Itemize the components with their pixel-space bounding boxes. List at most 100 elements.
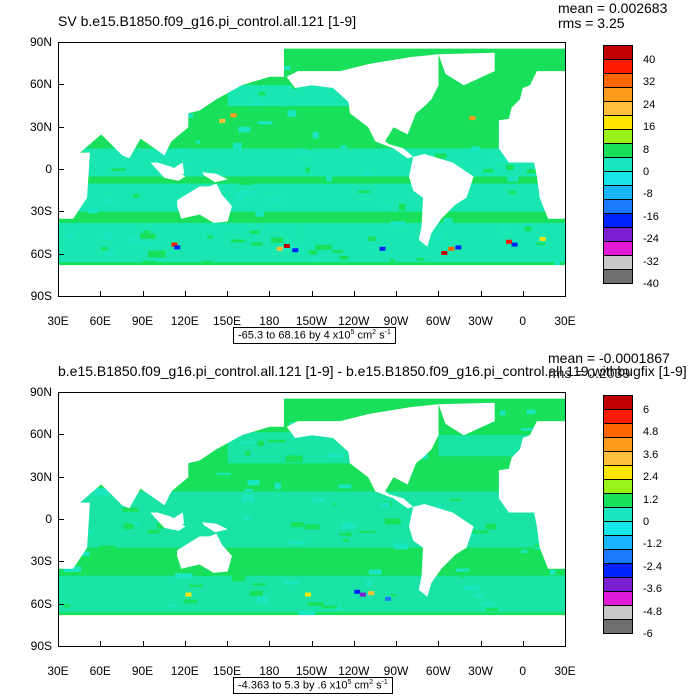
field-patch (142, 260, 156, 264)
field-patch (307, 601, 324, 606)
anomaly-spot (505, 239, 512, 244)
land-mask (286, 54, 439, 159)
field-patch (472, 530, 489, 534)
colorbar-swatch (603, 185, 633, 200)
field-patch (282, 581, 300, 585)
land-mask (59, 43, 565, 49)
field-patch (283, 66, 291, 71)
field-patch (100, 246, 108, 251)
field-patch (384, 518, 401, 525)
field-patch (285, 455, 303, 463)
field-patch (505, 113, 511, 118)
field-patch (435, 153, 447, 159)
colorbar-swatch (603, 521, 633, 536)
field-patch (249, 590, 263, 597)
x-tick-label: 30E (554, 314, 576, 328)
field-patch (130, 521, 140, 525)
x-tick (184, 641, 186, 647)
anomaly-spot (379, 246, 386, 251)
field-patch (368, 569, 382, 575)
land-mask (202, 172, 228, 183)
field-patch (338, 484, 352, 489)
field-patch (308, 250, 317, 255)
field-patch (185, 178, 197, 183)
x-tick-label: 90E (131, 664, 154, 678)
anomaly-spot (354, 589, 361, 594)
field-patch (94, 488, 109, 496)
land-mask (202, 522, 228, 533)
colorbar-swatch (603, 437, 633, 452)
field-patch (492, 157, 508, 163)
field-patch (508, 190, 516, 194)
anomaly-spot (469, 116, 476, 121)
y-tick-label: 30S (30, 554, 52, 569)
x-tick-label: 60E (89, 664, 111, 678)
field-patch (238, 126, 251, 133)
field-patch (189, 584, 203, 587)
panel-title: SV b.e15.B1850.f09_g16.pi_control.all.12… (58, 13, 357, 29)
field-patch (458, 116, 467, 122)
colorbar-swatch (603, 395, 633, 410)
field-patch (499, 410, 506, 416)
field-patch (340, 145, 347, 150)
map-plot (58, 42, 566, 297)
field-patch (357, 190, 371, 193)
panel-top: SV b.e15.B1850.f09_g16.pi_control.all.12… (29, 0, 667, 344)
y-tick (58, 296, 64, 297)
field-patch (481, 108, 496, 114)
field-patch (437, 504, 442, 510)
land-mask (498, 467, 565, 569)
field-patch (338, 533, 347, 536)
y-tick (58, 126, 64, 128)
x-tick (269, 291, 271, 297)
land-mask (177, 533, 232, 573)
x-tick (565, 291, 566, 297)
y-tick-label: 30N (29, 119, 52, 134)
x-tick (522, 291, 524, 297)
y-tick (58, 646, 64, 647)
field-patch (221, 568, 239, 575)
x-tick-label: 150E (212, 314, 242, 328)
y-tick-label: 30S (30, 204, 52, 219)
y-tick (58, 211, 64, 213)
field-patch (103, 198, 114, 205)
land-mask (150, 162, 186, 181)
field-patch (231, 575, 246, 582)
field-patch (482, 602, 494, 605)
colorbar-label: 2.4 (643, 471, 659, 484)
colorbar-swatch (603, 479, 633, 494)
field-patch (524, 226, 532, 232)
field-patch (206, 229, 213, 233)
y-tick-label: 90S (30, 639, 52, 653)
field-patch (455, 568, 470, 572)
x-tick-label: 0 (519, 314, 527, 328)
x-tick (311, 641, 313, 647)
colorbar-swatch (603, 563, 633, 578)
colorbar-swatch (603, 605, 633, 620)
anomaly-spot (368, 591, 375, 596)
field-patch (271, 237, 284, 243)
x-tick-label: 180 (259, 314, 280, 328)
field-patch (442, 127, 449, 131)
x-tick (58, 291, 59, 297)
colorbar-label: 3.6 (643, 448, 659, 461)
anomaly-spot (219, 118, 226, 123)
field-patch (157, 522, 166, 529)
colorbar-swatch (603, 87, 633, 102)
field-patch (175, 132, 192, 140)
x-tick-label: 180 (259, 664, 280, 678)
field-patch (111, 168, 126, 171)
y-tick-label: 0 (45, 512, 52, 526)
field-patch (241, 494, 254, 502)
field-patch (252, 583, 267, 586)
field-patch (297, 151, 311, 155)
field-patch (255, 209, 264, 217)
map-field (59, 43, 565, 296)
land-mask (59, 393, 284, 569)
y-tick (58, 561, 64, 563)
y-tick-label: 60S (30, 596, 52, 611)
land-mask (171, 162, 185, 174)
anomaly-spot (185, 592, 192, 597)
mean-stat: mean = -0.0001867 (548, 350, 670, 366)
x-tick (438, 641, 440, 647)
